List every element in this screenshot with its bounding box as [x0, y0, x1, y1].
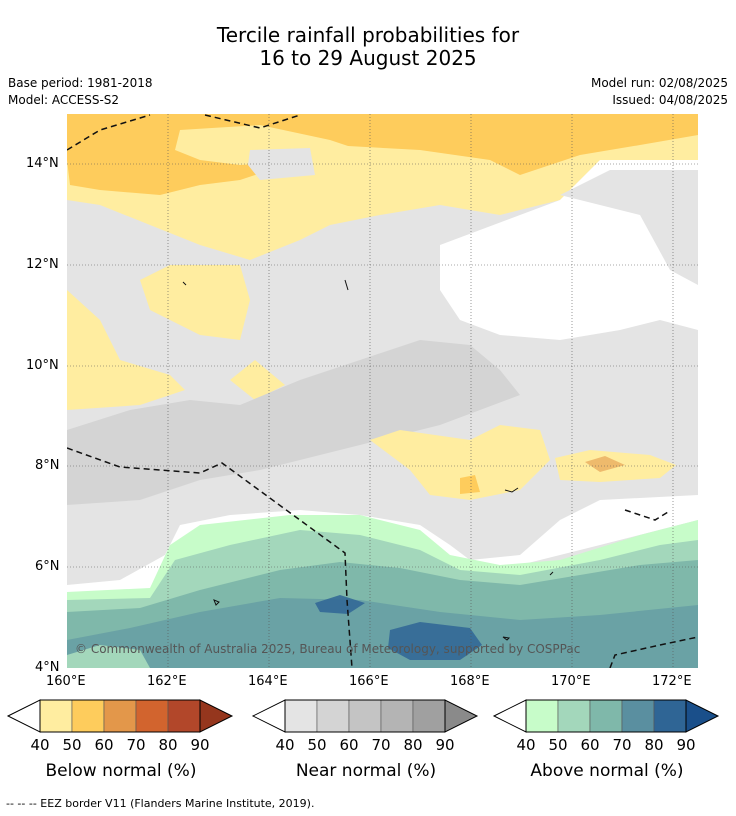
lon-tick-162: 162°E	[147, 674, 187, 689]
lat-tick-10: 10°N	[26, 358, 59, 373]
colorbars	[6, 699, 720, 733]
lon-tick-160: 160°E	[46, 674, 86, 689]
below-normal-east-blob	[370, 425, 550, 500]
map-fields	[67, 114, 698, 668]
below-normal-far-east-core	[585, 456, 625, 472]
below-normal-pocket-north	[175, 125, 360, 165]
below-arrow-low	[6, 699, 41, 733]
below-normal-west-lobe	[67, 290, 185, 410]
near-swatch-4	[412, 699, 446, 733]
lon-tick-172: 172°E	[652, 674, 692, 689]
near-outline	[284, 699, 446, 733]
above-tick-60: 60	[580, 736, 600, 754]
near-tick-90: 90	[435, 736, 455, 754]
above-arrow-high	[685, 699, 720, 733]
near-normal-50-band	[67, 340, 520, 505]
near-normal-patch-east	[560, 170, 698, 285]
map-title-line1: Tercile rainfall probabilities for	[216, 23, 520, 47]
near-swatch-2	[348, 699, 382, 733]
near-arrow-low	[251, 699, 286, 733]
lon-tick-170: 170°E	[551, 674, 591, 689]
eez-footer-note: -- -- -- EEZ border V11 (Flanders Marine…	[6, 797, 315, 810]
above-arrow-low	[492, 699, 527, 733]
below-normal-small-lobe	[230, 360, 285, 400]
graticule	[67, 114, 698, 668]
model-name: Model: ACCESS-S2	[8, 93, 120, 107]
below-normal-east-core	[460, 475, 480, 494]
below-swatch-0	[39, 699, 73, 733]
below-tick-80: 80	[158, 736, 178, 754]
lat-tick-4: 4°N	[35, 660, 60, 675]
near-tick-60: 60	[339, 736, 359, 754]
below-swatch-2	[103, 699, 137, 733]
below-swatch-3	[135, 699, 169, 733]
legend-above-label: Above normal (%)	[530, 761, 684, 781]
below-swatch-1	[71, 699, 105, 733]
above-swatch-1	[557, 699, 591, 733]
above-outline	[525, 699, 687, 733]
above-tick-40: 40	[516, 736, 536, 754]
above-tick-50: 50	[548, 736, 568, 754]
above-swatch-3	[621, 699, 655, 733]
near-swatch-1	[316, 699, 350, 733]
islands	[182, 279, 554, 641]
below-tick-50: 50	[62, 736, 82, 754]
colorbar-below	[6, 699, 234, 733]
below-tick-60: 60	[94, 736, 114, 754]
eez-borders	[67, 114, 698, 668]
above-normal-80-small	[315, 595, 365, 614]
colorbar-near	[251, 699, 479, 733]
near-tick-70: 70	[371, 736, 391, 754]
below-tick-40: 40	[30, 736, 50, 754]
near-tick-40: 40	[275, 736, 295, 754]
lat-tick-12: 12°N	[26, 257, 59, 272]
above-swatch-4	[653, 699, 687, 733]
below-arrow-high	[199, 699, 234, 733]
above-tick-80: 80	[644, 736, 664, 754]
issued-date: Issued: 04/08/2025	[612, 93, 728, 107]
copyright-notice: © Commonwealth of Australia 2025, Bureau…	[75, 642, 581, 656]
lon-tick-166: 166°E	[349, 674, 389, 689]
below-normal-central-lobe	[140, 265, 250, 340]
below-outline	[39, 699, 201, 733]
lat-tick-6: 6°N	[35, 559, 60, 574]
legend-near-label: Near normal (%)	[295, 761, 437, 781]
near-tick-80: 80	[403, 736, 423, 754]
near-normal-pocket-north	[248, 148, 315, 180]
map-title-line2: 16 to 29 August 2025	[259, 46, 477, 70]
model-run: Model run: 02/08/2025	[590, 76, 728, 90]
near-swatch-3	[380, 699, 414, 733]
colorbar-above	[492, 699, 720, 733]
near-tick-50: 50	[307, 736, 327, 754]
below-swatch-4	[167, 699, 201, 733]
lon-tick-168: 168°E	[450, 674, 490, 689]
above-normal-80-blob	[388, 622, 482, 660]
above-swatch-2	[589, 699, 623, 733]
base-period: Base period: 1981-2018	[8, 76, 153, 90]
lon-tick-164: 164°E	[248, 674, 288, 689]
lat-tick-8: 8°N	[35, 458, 60, 473]
below-tick-70: 70	[126, 736, 146, 754]
below-tick-90: 90	[190, 736, 210, 754]
legend-below-label: Below normal (%)	[45, 761, 197, 781]
above-tick-90: 90	[676, 736, 696, 754]
above-tick-70: 70	[612, 736, 632, 754]
near-swatch-0	[284, 699, 318, 733]
above-swatch-0	[525, 699, 559, 733]
above-normal-70	[67, 598, 698, 668]
lat-tick-14: 14°N	[26, 156, 59, 171]
near-arrow-high	[444, 699, 479, 733]
above-normal-50-southwest	[67, 645, 150, 668]
